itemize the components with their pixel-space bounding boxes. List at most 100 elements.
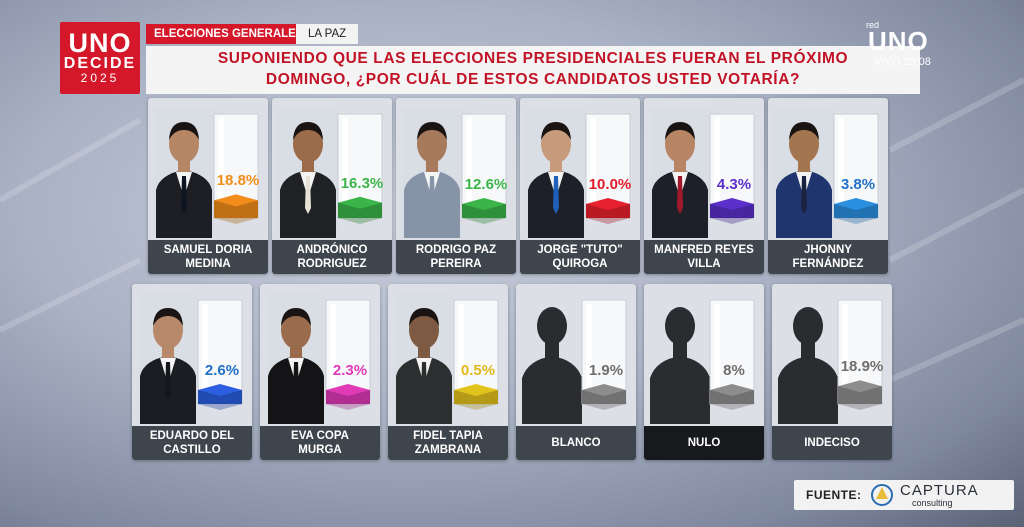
brand-name: UNO bbox=[868, 26, 929, 56]
silhouette-icon bbox=[650, 307, 710, 424]
bar-gauge bbox=[833, 113, 879, 224]
candidate-photo bbox=[774, 108, 834, 238]
data-label: 10.0% bbox=[588, 176, 632, 193]
candidate-card: 3.8% JHONNY FERNÁNDEZ bbox=[768, 98, 888, 274]
bar-fill bbox=[462, 198, 506, 224]
candidate-name: ANDRÓNICO RODRIGUEZ bbox=[272, 240, 392, 274]
candidate-name-line2: PEREIRA bbox=[430, 258, 482, 270]
candidate-name-line2: MEDINA bbox=[185, 258, 231, 270]
candidate-card: 2.3% EVA COPA MURGA bbox=[260, 284, 380, 460]
bar-gauge bbox=[337, 113, 383, 224]
candidate-name-line2: CASTILLO bbox=[163, 444, 221, 456]
data-label: 18.8% bbox=[216, 172, 260, 190]
candidate-name-line1: EVA COPA bbox=[291, 430, 349, 442]
source-footer: FUENTE: CAPTURA consulting bbox=[794, 480, 1014, 510]
candidate-name-line1: EDUARDO DEL bbox=[149, 430, 235, 442]
bar-fill bbox=[198, 384, 242, 410]
logo-line3: 2025 bbox=[80, 71, 120, 85]
bar-fill bbox=[834, 198, 878, 224]
bar-gauge bbox=[837, 299, 883, 410]
candidate-photo bbox=[402, 108, 462, 238]
election-tag: ELECCIONES GENERALES 2025 bbox=[146, 24, 341, 44]
candidate-card: 2.6% EDUARDO DEL CASTILLO bbox=[132, 284, 252, 460]
candidate-photo bbox=[394, 294, 454, 424]
candidate-name: FIDEL TAPIA ZAMBRANA bbox=[388, 426, 508, 460]
logo-line1: UNO bbox=[68, 28, 132, 58]
region-label: LA PAZ bbox=[296, 24, 359, 44]
bar-gauge bbox=[197, 299, 243, 410]
bar-gauge bbox=[213, 113, 259, 224]
candidate-photo bbox=[526, 108, 586, 238]
bar-fill bbox=[338, 196, 382, 224]
candidate-name-line1: FIDEL TAPIA bbox=[413, 430, 483, 442]
candidate-name-line2: RODRIGUEZ bbox=[297, 258, 367, 270]
bar-fill bbox=[586, 198, 630, 224]
question-title: SUPONIENDO QUE LAS ELECCIONES PRESIDENCI… bbox=[146, 48, 920, 90]
candidate-card: 4.3% MANFRED REYES VILLA bbox=[644, 98, 764, 274]
candidate-name: JHONNY FERNÁNDEZ bbox=[768, 240, 888, 274]
data-label: 8% bbox=[723, 362, 745, 379]
silhouette-icon bbox=[778, 307, 838, 424]
data-label: 1.9% bbox=[588, 362, 624, 379]
bar-fill bbox=[838, 380, 882, 410]
candidate-name: SAMUEL DORIA MEDINA bbox=[148, 240, 268, 274]
bar-gauge bbox=[325, 299, 371, 410]
candidate-name-line2: MURGA bbox=[298, 444, 342, 456]
candidate-card: 0.5% FIDEL TAPIA ZAMBRANA bbox=[388, 284, 508, 460]
brand-network: red bbox=[866, 20, 880, 30]
candidate-card: 18.8% SAMUEL DORIA MEDINA bbox=[148, 98, 268, 274]
candidate-photo bbox=[138, 294, 198, 424]
data-label: 3.8% bbox=[840, 176, 876, 193]
candidate-name-line1: BLANCO bbox=[551, 437, 601, 449]
candidate-name-line1: JHONNY bbox=[804, 244, 852, 256]
source-company-sub: consulting bbox=[912, 498, 953, 508]
data-label: 4.3% bbox=[716, 176, 752, 193]
bar-fill bbox=[710, 384, 754, 410]
bar-gauge bbox=[585, 113, 631, 224]
captura-logo-icon bbox=[871, 484, 893, 506]
channel-brand: red UNO VIVO 20:08 bbox=[866, 20, 956, 70]
candidate-name: EVA COPA MURGA bbox=[260, 426, 380, 460]
candidate-name-line2: QUIROGA bbox=[552, 258, 608, 270]
candidate-name: MANFRED REYES VILLA bbox=[644, 240, 764, 274]
candidate-name-line1: JORGE "TUTO" bbox=[537, 244, 623, 256]
source-label: FUENTE: bbox=[806, 488, 862, 502]
question-line2: DOMINGO, ¿POR CUÁL DE ESTOS CANDIDATOS U… bbox=[265, 71, 801, 88]
header: UNO DECIDE 2025 ELECCIONES GENERALES 202… bbox=[60, 18, 920, 96]
candidate-name-line1: ANDRÓNICO bbox=[296, 244, 368, 256]
candidate-name: RODRIGO PAZ PEREIRA bbox=[396, 240, 516, 274]
bar-fill bbox=[710, 198, 754, 224]
source-company: CAPTURA bbox=[900, 482, 979, 499]
candidate-name: INDECISO bbox=[772, 426, 892, 460]
candidate-card: 8% NULO bbox=[644, 284, 764, 460]
data-label: 16.3% bbox=[340, 174, 384, 192]
question-box: SUPONIENDO QUE LAS ELECCIONES PRESIDENCI… bbox=[146, 46, 920, 94]
bar-fill bbox=[326, 384, 370, 410]
candidate-name-line1: MANFRED REYES bbox=[654, 244, 754, 256]
candidate-card: 12.6% RODRIGO PAZ PEREIRA bbox=[396, 98, 516, 274]
bar-fill bbox=[214, 194, 258, 224]
candidate-name-line1: NULO bbox=[687, 437, 721, 449]
candidate-photo bbox=[266, 294, 326, 424]
data-label: 2.6% bbox=[204, 362, 240, 379]
bar-gauge bbox=[709, 299, 755, 410]
candidate-card: 16.3% ANDRÓNICO RODRIGUEZ bbox=[272, 98, 392, 274]
data-label: 12.6% bbox=[464, 176, 508, 193]
uno-decide-logo: UNO DECIDE 2025 bbox=[60, 22, 140, 94]
bar-gauge bbox=[581, 299, 627, 410]
data-label: 0.5% bbox=[460, 362, 496, 379]
candidate-name: EDUARDO DEL CASTILLO bbox=[132, 426, 252, 460]
candidate-card: 10.0% JORGE "TUTO" QUIROGA bbox=[520, 98, 640, 274]
silhouette-icon bbox=[522, 307, 582, 424]
candidate-name-line2: FERNÁNDEZ bbox=[792, 258, 864, 270]
question-line1: SUPONIENDO QUE LAS ELECCIONES PRESIDENCI… bbox=[217, 50, 849, 67]
bar-fill bbox=[454, 384, 498, 410]
candidate-photo bbox=[650, 108, 710, 238]
bar-gauge bbox=[709, 113, 755, 224]
live-clock: VIVO 20:08 bbox=[874, 56, 931, 68]
candidate-photo bbox=[278, 108, 338, 238]
data-label: 18.9% bbox=[840, 358, 884, 376]
candidate-name: NULO bbox=[644, 426, 764, 460]
bar-gauge bbox=[453, 299, 499, 410]
candidate-name-line1: RODRIGO PAZ bbox=[415, 244, 497, 256]
